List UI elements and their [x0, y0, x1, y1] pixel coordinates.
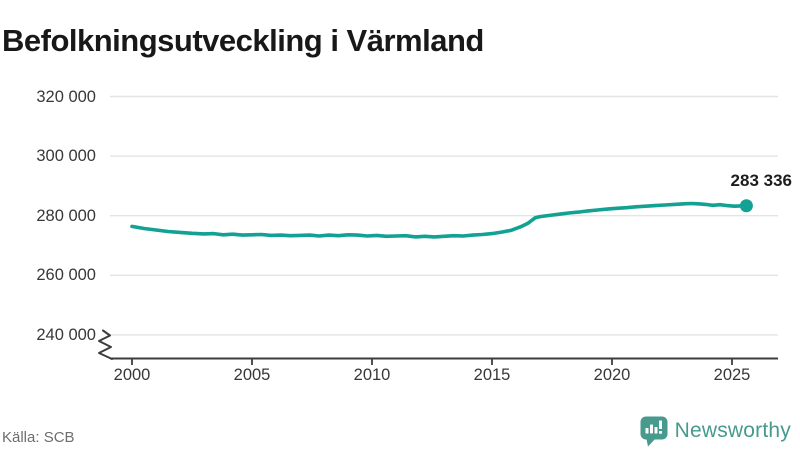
x-tick-label: 2000	[113, 366, 151, 384]
newsworthy-logo-icon	[640, 416, 668, 446]
source-text: Källa: SCB	[2, 429, 75, 446]
newsworthy-logo: Newsworthy	[640, 415, 791, 447]
x-tick-label: 2025	[713, 366, 751, 384]
x-tick-label: 2015	[473, 366, 511, 384]
end-value-label: 283 336	[730, 171, 792, 190]
y-tick-label: 320 000	[36, 87, 96, 106]
y-tick-label: 300 000	[36, 147, 96, 166]
x-tick-label: 2005	[233, 366, 271, 384]
population-line	[130, 201, 749, 239]
y-tick-label: 280 000	[36, 206, 96, 225]
y-tick-label: 260 000	[36, 266, 96, 285]
x-tick-label: 2020	[593, 366, 631, 384]
y-tick-label: 240 000	[36, 325, 96, 344]
newsworthy-logo-text: Newsworthy	[674, 419, 791, 442]
end-point-dot	[739, 199, 753, 213]
axis-break-icon	[98, 329, 113, 360]
x-tick-label: 2010	[353, 366, 391, 384]
chart-title: Befolkningsutveckling i Värmland	[2, 22, 484, 58]
